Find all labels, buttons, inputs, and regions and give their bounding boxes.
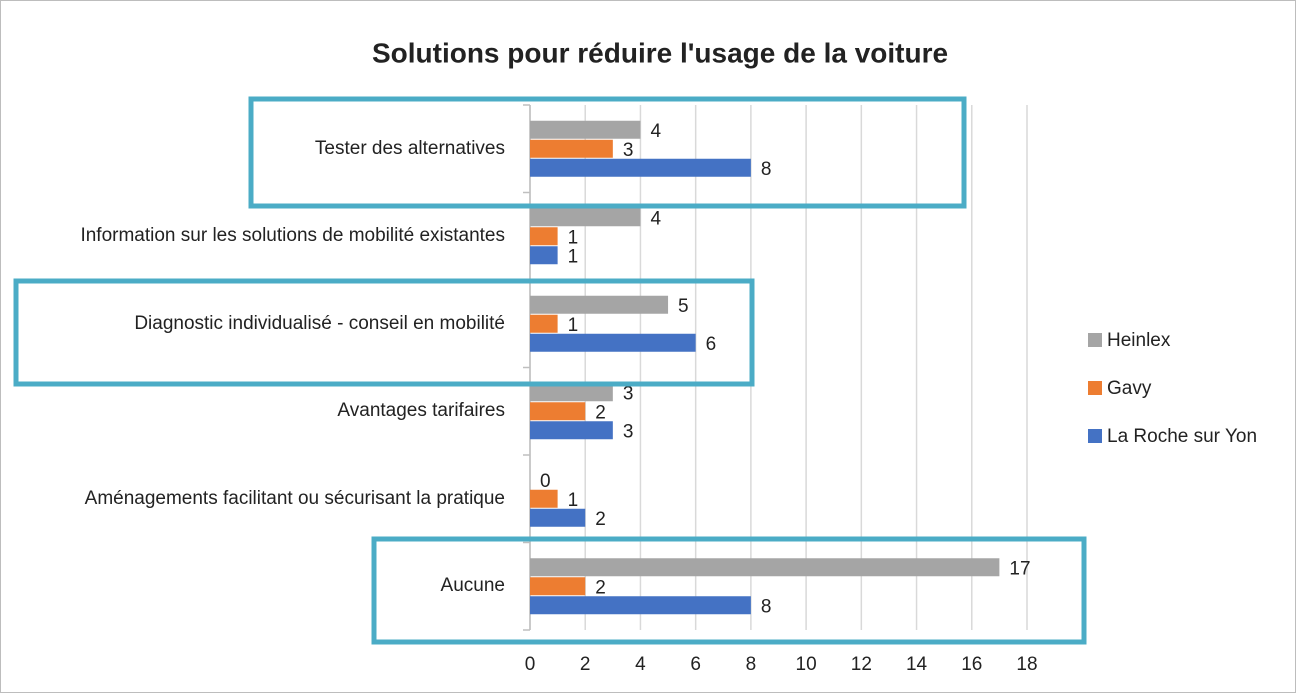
value-label: 1: [568, 315, 579, 336]
bar: [530, 421, 613, 440]
highlight-box: [371, 536, 1087, 645]
bar: [530, 558, 1000, 577]
bar: [530, 314, 558, 333]
x-tick-label: 8: [746, 654, 757, 675]
value-label: 4: [650, 121, 661, 142]
y-tick-text: Avantages tarifaires: [337, 400, 505, 422]
legend-swatch: [1088, 333, 1102, 347]
y-tick-text: Tester des alternatives: [314, 137, 505, 159]
x-tick-label: 10: [796, 654, 817, 675]
bar: [530, 333, 696, 352]
bar: [530, 295, 669, 314]
y-tick-text: Aménagements facilitant ou sécurisant la…: [84, 487, 505, 509]
value-label: 1: [568, 227, 579, 248]
bar: [530, 208, 641, 227]
y-tick-text: Aucune: [440, 575, 505, 597]
value-label: 0: [540, 471, 551, 492]
x-tick-label: 6: [690, 654, 701, 675]
bar: [530, 402, 586, 421]
value-label: 3: [623, 383, 634, 404]
y-tick-label: Aménagements facilitant ou sécurisant la…: [10, 459, 505, 539]
bar: [530, 489, 558, 508]
bar: [530, 383, 613, 402]
x-tick-label: 0: [525, 654, 536, 675]
y-tick-label: Information sur les solutions de mobilit…: [10, 196, 505, 276]
value-label: 3: [623, 140, 634, 161]
bar: [530, 508, 586, 527]
legend-label: Heinlex: [1107, 330, 1171, 351]
highlight-box: [13, 278, 755, 387]
value-label: 4: [650, 208, 661, 229]
bar: [530, 139, 613, 158]
bar: [530, 596, 751, 615]
bar: [530, 158, 751, 177]
x-tick-label: 14: [906, 654, 928, 675]
value-label: 1: [568, 490, 579, 511]
bar: [530, 227, 558, 246]
y-tick-text: Information sur les solutions de mobilit…: [80, 225, 505, 247]
legend-swatch: [1088, 381, 1102, 395]
value-label: 3: [623, 421, 634, 442]
value-label: 2: [595, 402, 606, 423]
y-tick-label: Diagnostic individualisé - conseil en mo…: [10, 284, 505, 364]
y-tick-label: Tester des alternatives: [10, 109, 505, 189]
value-label: 1: [568, 246, 579, 267]
bar: [530, 246, 558, 265]
x-tick-label: 16: [961, 654, 982, 675]
legend-label: Gavy: [1107, 378, 1152, 399]
y-tick-label: Avantages tarifaires: [10, 371, 505, 451]
value-label: 5: [678, 296, 689, 317]
value-label: 17: [1009, 558, 1030, 579]
value-label: 8: [761, 596, 772, 617]
x-tick-label: 18: [1016, 654, 1037, 675]
value-label: 8: [761, 159, 772, 180]
value-label: 2: [595, 509, 606, 530]
y-tick-label: Aucune: [10, 546, 505, 626]
legend-swatch: [1088, 429, 1102, 443]
bar: [530, 120, 641, 139]
x-tick-label: 4: [635, 654, 646, 675]
legend-label: La Roche sur Yon: [1107, 426, 1257, 447]
value-label: 2: [595, 577, 606, 598]
highlight-box: [248, 96, 967, 209]
y-tick-text: Diagnostic individualisé - conseil en mo…: [134, 312, 505, 334]
x-tick-label: 2: [580, 654, 591, 675]
x-tick-label: 12: [851, 654, 872, 675]
chart-title: Solutions pour réduire l'usage de la voi…: [372, 37, 948, 68]
value-label: 6: [706, 334, 717, 355]
bar: [530, 577, 586, 596]
